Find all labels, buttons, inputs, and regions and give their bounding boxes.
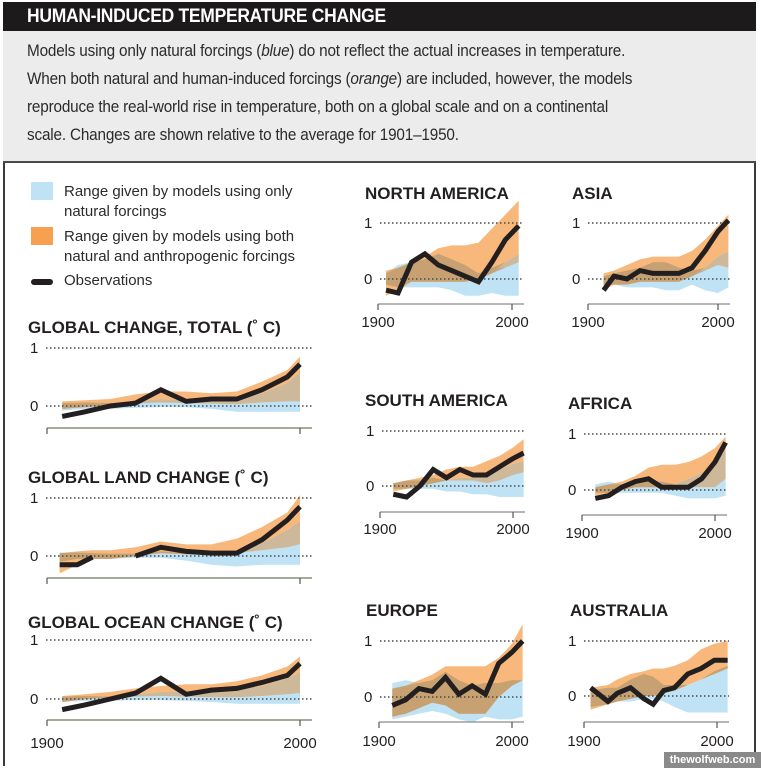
- legend-label: natural forcings: [64, 203, 167, 220]
- x-tick-label: 1900: [362, 733, 395, 750]
- watermark: thewolfweb.com: [664, 752, 761, 768]
- y-tick-label: 0: [364, 689, 372, 706]
- chart-global-land: GLOBAL LAND CHANGE (˚ C) 0 1: [28, 468, 312, 584]
- description-line: reproduce the real-world rise in tempera…: [27, 97, 608, 117]
- observations-line: [59, 554, 94, 568]
- overlap-band: [59, 521, 301, 562]
- x-tick-label: 2000: [698, 525, 731, 542]
- y-tick-label: 1: [364, 215, 372, 232]
- description-line: Models using only natural forcings (blue…: [27, 41, 625, 61]
- x-tick-label: 1900: [571, 314, 604, 331]
- chart-australia: AUSTRALIA 0 1 1900 2000: [567, 601, 733, 750]
- legend: Range given by models using only natural…: [31, 182, 295, 289]
- chart-title: ASIA: [572, 184, 613, 203]
- legend-label: Range given by models using only: [64, 183, 293, 200]
- y-tick-label: 0: [568, 482, 576, 499]
- natural-range-band: [62, 693, 301, 704]
- chart-asia: ASIA 0 1 1900 2000: [571, 184, 734, 331]
- description-emphasis: blue: [261, 41, 290, 60]
- chart-title: GLOBAL LAND CHANGE (˚ C): [28, 468, 269, 487]
- chart-title: GLOBAL CHANGE, TOTAL (˚ C): [28, 318, 281, 337]
- x-tick-label: 2000: [496, 521, 529, 538]
- observations-line: [61, 362, 302, 419]
- x-tick-label: 1900: [30, 735, 63, 752]
- y-tick-label: 1: [30, 632, 38, 649]
- chart-title: AUSTRALIA: [570, 601, 668, 620]
- overlap-band: [62, 672, 301, 702]
- x-tick-label: 1900: [363, 521, 396, 538]
- chart-title: NORTH AMERICA: [365, 184, 509, 203]
- chart-title: GLOBAL OCEAN CHANGE (˚ C): [28, 613, 283, 632]
- natural-range-band: [393, 472, 524, 497]
- observations-line: [392, 450, 525, 500]
- description-text: ) do not reflect the actual increases in…: [289, 41, 626, 60]
- legend-swatch-observations: [31, 279, 53, 285]
- y-tick-label: 0: [364, 271, 372, 288]
- description-text: When both natural and human-induced forc…: [27, 69, 351, 88]
- chart-title: SOUTH AMERICA: [365, 391, 508, 410]
- anthropogenic-range-band: [595, 436, 726, 496]
- chart-north-america: NORTH AMERICA 0 1 1900 2000: [361, 184, 528, 331]
- y-tick-label: 0: [568, 688, 576, 705]
- anthropogenic-range-band: [62, 656, 301, 702]
- x-tick-label: 1900: [361, 314, 394, 331]
- description-text: scale. Changes are shown relative to the…: [27, 125, 459, 144]
- chart-global-total: GLOBAL CHANGE, TOTAL (˚ C) 0 1: [28, 318, 312, 434]
- description-line: When both natural and human-induced forc…: [27, 69, 632, 89]
- x-tick-label: 1900: [567, 733, 600, 750]
- y-tick-label: 1: [572, 215, 580, 232]
- observations-line: [601, 218, 731, 292]
- x-tick-label: 2000: [495, 733, 528, 750]
- description-panel: Models using only natural forcings (blue…: [3, 31, 756, 163]
- observations-line: [61, 661, 302, 713]
- y-tick-label: 0: [366, 478, 374, 495]
- y-tick-label: 1: [366, 423, 374, 440]
- observations-line: [594, 441, 728, 501]
- legend-swatch-anthropogenic: [31, 227, 53, 245]
- chart-europe: EUROPE 0 1 1900 2000: [362, 601, 528, 750]
- natural-range-band: [59, 544, 301, 567]
- chart-title: EUROPE: [366, 601, 438, 620]
- y-tick-label: 1: [568, 426, 576, 443]
- legend-label: Range given by models using both: [64, 228, 294, 245]
- description-emphasis: orange: [350, 69, 397, 88]
- description-text: ) are included, however, the models: [396, 69, 633, 88]
- chart-title: AFRICA: [568, 394, 632, 413]
- chart-africa: AFRICA 0 1 1900 2000: [565, 394, 731, 542]
- y-tick-label: 1: [30, 340, 38, 357]
- observations-line: [385, 224, 521, 296]
- description-text: Models using only natural forcings (: [27, 41, 262, 60]
- x-tick-label: 2000: [495, 314, 528, 331]
- y-tick-label: 1: [364, 633, 372, 650]
- y-tick-label: 0: [30, 398, 38, 415]
- y-tick-label: 1: [568, 633, 576, 650]
- observations-line: [134, 504, 302, 559]
- legend-swatch-natural: [31, 182, 53, 200]
- chart-south-america: SOUTH AMERICA 0 1 1900 2000: [363, 391, 529, 538]
- y-tick-label: 1: [30, 490, 38, 507]
- observations-line: [391, 639, 525, 708]
- figure-title: HUMAN-INDUCED TEMPERATURE CHANGE: [27, 6, 386, 27]
- x-tick-label: 1900: [565, 525, 598, 542]
- x-tick-label: 2000: [700, 733, 733, 750]
- y-tick-label: 0: [30, 548, 38, 565]
- observations-line: [589, 657, 728, 708]
- title-bar: HUMAN-INDUCED TEMPERATURE CHANGE: [3, 2, 756, 31]
- legend-label: Observations: [64, 272, 152, 289]
- figure-frame: [3, 2, 756, 766]
- x-tick-label: 2000: [701, 314, 734, 331]
- x-tick-label: 2000: [283, 735, 316, 752]
- chart-global-ocean: GLOBAL OCEAN CHANGE (˚ C) 0 1 1900 2000: [28, 613, 317, 752]
- y-tick-label: 0: [30, 691, 38, 708]
- y-tick-label: 0: [572, 271, 580, 288]
- description-line: scale. Changes are shown relative to the…: [27, 125, 459, 145]
- legend-label: natural and anthropogenic forcings: [64, 248, 295, 265]
- description-text: reproduce the real-world rise in tempera…: [27, 97, 609, 116]
